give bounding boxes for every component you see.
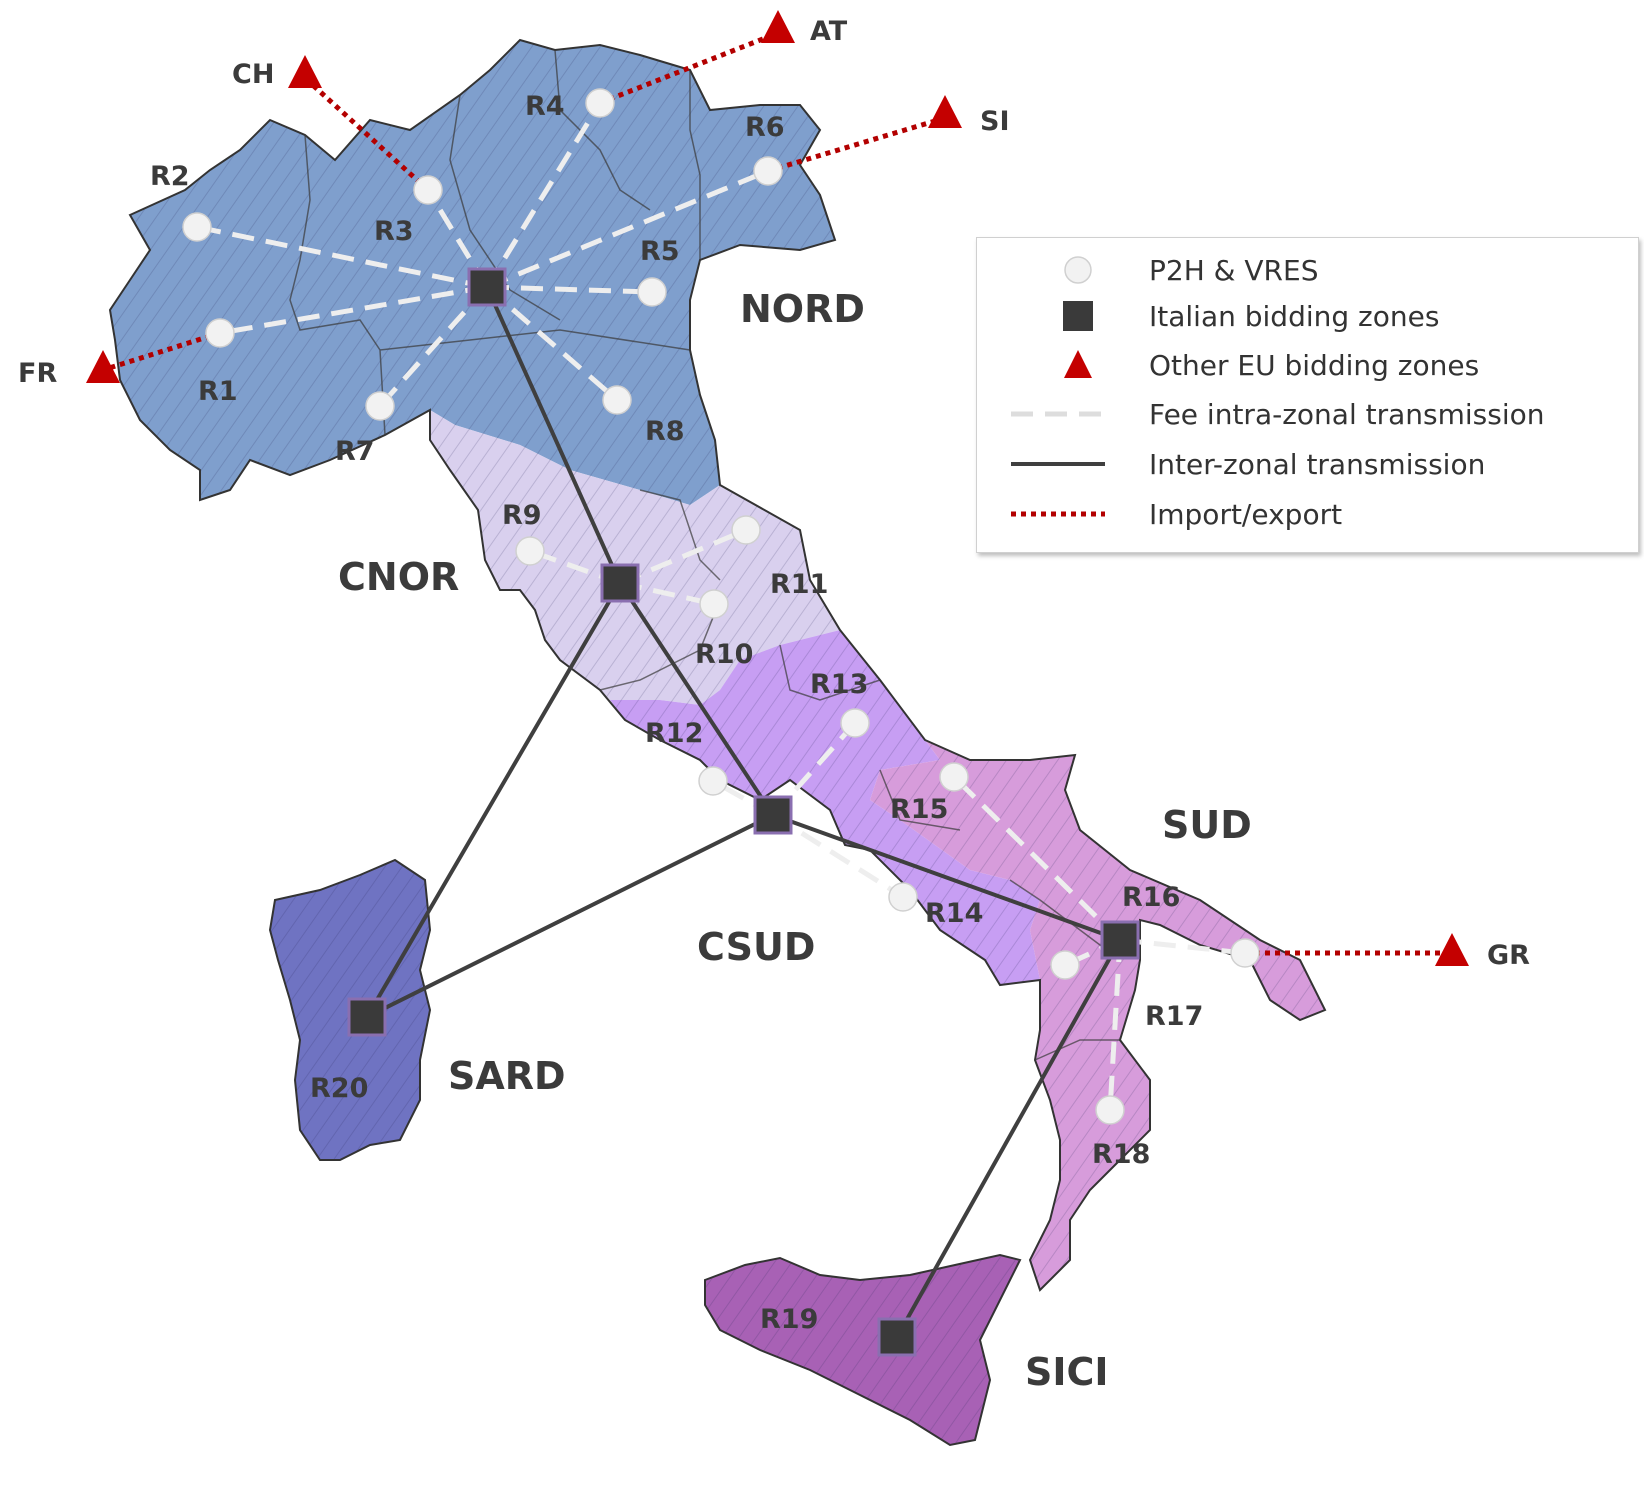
line-cnor-sard <box>365 581 622 1019</box>
country-label-at: AT <box>810 16 848 47</box>
dashed-line-icon <box>1011 411 1105 417</box>
region-borders <box>289 49 1121 1061</box>
legend-label-p2h: P2H & VRES <box>1149 254 1319 287</box>
hub-sud <box>1100 920 1140 960</box>
node-r10 <box>699 589 729 619</box>
node-r8 <box>602 385 632 415</box>
node-r4 <box>585 88 615 118</box>
node-r2 <box>182 212 212 242</box>
line-nord-cnor <box>485 286 622 584</box>
country-label-gr: GR <box>1487 940 1530 971</box>
hub-csud <box>753 795 793 835</box>
node-r13 <box>840 708 870 738</box>
label-r7: R7 <box>335 436 375 467</box>
label-r1: R1 <box>198 376 238 407</box>
line-csud-sard <box>366 813 774 1019</box>
label-r17: R17 <box>1145 1001 1203 1032</box>
zone-label-sard: SARD <box>448 1054 566 1098</box>
legend-label-import-export: Import/export <box>1149 498 1343 531</box>
label-r5: R5 <box>640 236 680 267</box>
zone-label-nord: NORD <box>740 287 865 331</box>
legend-row-import-export: Import/export <box>977 494 1638 534</box>
label-r3: R3 <box>374 216 414 247</box>
label-r16: R16 <box>1122 882 1180 913</box>
label-r20: R20 <box>310 1073 368 1104</box>
node-r15 <box>939 762 969 792</box>
node-r1 <box>205 318 235 348</box>
hub-sard <box>347 997 387 1037</box>
legend-row-p2h: P2H & VRES <box>977 250 1638 290</box>
node-r9 <box>515 536 545 566</box>
label-r2: R2 <box>150 161 190 192</box>
zone-label-sud: SUD <box>1162 803 1252 847</box>
label-r13: R13 <box>810 669 868 700</box>
node-r6 <box>753 156 783 186</box>
country-label-fr: FR <box>18 358 57 389</box>
node-r5 <box>637 277 667 307</box>
label-r10: R10 <box>695 639 753 670</box>
zone-label-csud: CSUD <box>697 925 815 969</box>
intra-zonal-lines <box>196 101 1246 1111</box>
node-r18 <box>1095 1095 1125 1125</box>
zone-label-cnor: CNOR <box>338 555 459 599</box>
triangle-ch <box>288 55 322 88</box>
node-r16-a <box>1050 950 1080 980</box>
node-r3 <box>413 175 443 205</box>
country-labels: CH AT SI FR GR <box>18 16 1530 971</box>
label-r6: R6 <box>745 112 785 143</box>
legend-label-italian-zones: Italian bidding zones <box>1149 300 1440 333</box>
hub-nord <box>467 267 507 307</box>
label-r9: R9 <box>502 500 542 531</box>
node-r12 <box>698 766 728 796</box>
label-r12: R12 <box>645 718 703 749</box>
legend-row-eu-zones: Other EU bidding zones <box>977 345 1638 385</box>
hub-sici <box>877 1317 917 1357</box>
triangle-at <box>761 10 795 43</box>
label-r11: R11 <box>770 569 828 600</box>
zone-labels: NORD CNOR CSUD SUD SARD SICI <box>338 287 1252 1394</box>
dark-square-icon <box>1063 301 1093 331</box>
dotted-line-icon <box>1011 511 1105 517</box>
circle-node-icon <box>1064 256 1092 284</box>
node-r14 <box>888 882 918 912</box>
eu-zone-triangles <box>86 10 1469 966</box>
node-r7 <box>365 391 395 421</box>
solid-line-icon <box>1011 462 1105 466</box>
hub-cnor <box>600 563 640 603</box>
p2h-nodes <box>182 88 1260 1125</box>
legend: P2H & VRES Italian bidding zones Other E… <box>976 237 1639 553</box>
label-r18: R18 <box>1092 1139 1150 1170</box>
legend-row-intra-zonal: Fee intra-zonal transmission <box>977 394 1638 434</box>
triangle-gr <box>1435 933 1469 966</box>
line-sud-sici <box>895 939 1122 1338</box>
region-labels: R1 R2 R3 R4 R5 R6 R7 R8 R9 R10 R11 R12 R… <box>150 91 1203 1335</box>
inter-zonal-lines <box>365 286 1122 1338</box>
label-r8: R8 <box>645 416 685 447</box>
legend-label-intra-zonal: Fee intra-zonal transmission <box>1149 398 1545 431</box>
label-r19: R19 <box>760 1304 818 1335</box>
triangle-fr <box>86 350 120 383</box>
line-csud-sud <box>772 813 1121 942</box>
legend-row-italian-zones: Italian bidding zones <box>977 296 1638 336</box>
line-cnor-csud <box>618 581 775 817</box>
node-r11 <box>731 515 761 545</box>
red-triangle-icon <box>1064 350 1092 378</box>
legend-label-inter-zonal: Inter-zonal transmission <box>1149 448 1486 481</box>
zone-label-sici: SICI <box>1025 1350 1109 1394</box>
country-label-si: SI <box>980 106 1010 137</box>
triangle-si <box>928 95 962 128</box>
import-export-lines <box>102 30 1452 956</box>
label-r14: R14 <box>925 898 983 929</box>
label-r15: R15 <box>890 794 948 825</box>
label-r4: R4 <box>525 91 565 122</box>
bidding-zone-nodes <box>347 267 1140 1357</box>
legend-label-eu-zones: Other EU bidding zones <box>1149 349 1480 382</box>
node-r17 <box>1230 938 1260 968</box>
legend-row-inter-zonal: Inter-zonal transmission <box>977 444 1638 484</box>
country-label-ch: CH <box>232 59 274 90</box>
